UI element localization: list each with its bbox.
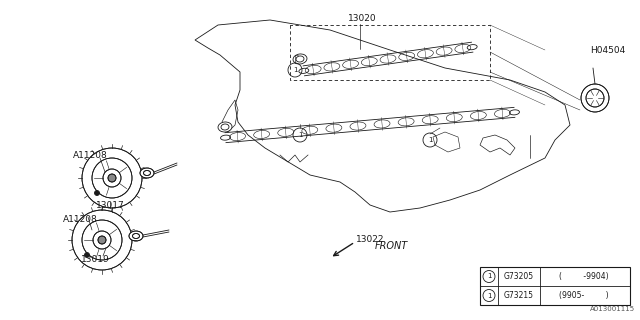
Ellipse shape — [467, 44, 477, 50]
Bar — [480, 267, 630, 305]
Circle shape — [98, 236, 106, 244]
Text: 1: 1 — [487, 274, 492, 279]
Text: (9905-         ): (9905- ) — [559, 291, 609, 300]
Text: 13019: 13019 — [81, 255, 109, 265]
Ellipse shape — [299, 68, 308, 73]
Text: 1: 1 — [298, 132, 302, 138]
Ellipse shape — [296, 56, 304, 62]
Ellipse shape — [293, 54, 307, 64]
Text: FRONT: FRONT — [375, 241, 408, 251]
Circle shape — [84, 252, 90, 258]
Ellipse shape — [143, 171, 150, 175]
Circle shape — [72, 210, 132, 270]
Text: A11208: A11208 — [72, 150, 108, 159]
Text: 1: 1 — [428, 137, 432, 143]
Ellipse shape — [132, 234, 140, 238]
Text: G73205: G73205 — [504, 272, 534, 281]
Text: 13017: 13017 — [95, 201, 124, 210]
Circle shape — [103, 169, 121, 187]
Ellipse shape — [140, 168, 154, 178]
Ellipse shape — [218, 122, 232, 132]
Circle shape — [586, 89, 604, 107]
Circle shape — [108, 174, 116, 182]
Text: 13020: 13020 — [348, 13, 376, 22]
Text: (         -9904): ( -9904) — [559, 272, 609, 281]
Circle shape — [82, 220, 122, 260]
Text: G73215: G73215 — [504, 291, 534, 300]
Text: A013001115: A013001115 — [590, 306, 635, 312]
Text: 13022: 13022 — [356, 236, 384, 244]
Ellipse shape — [509, 110, 520, 115]
Ellipse shape — [129, 231, 143, 241]
Text: H04504: H04504 — [590, 45, 626, 54]
Circle shape — [93, 231, 111, 249]
Text: 1: 1 — [292, 67, 297, 73]
Text: 1: 1 — [487, 292, 492, 299]
Text: A11208: A11208 — [63, 215, 97, 225]
Circle shape — [82, 148, 142, 208]
Ellipse shape — [221, 124, 229, 130]
Circle shape — [92, 158, 132, 198]
Circle shape — [581, 84, 609, 112]
Ellipse shape — [221, 135, 230, 140]
Circle shape — [95, 190, 99, 196]
